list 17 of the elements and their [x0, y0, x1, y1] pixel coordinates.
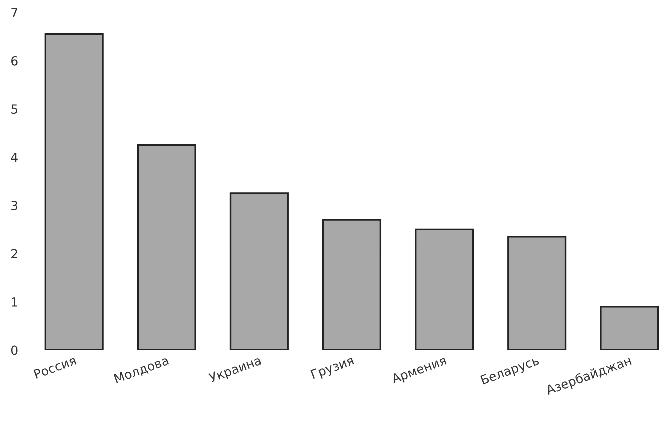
y-tick-label: 3 [12, 201, 18, 210]
bar [415, 228, 474, 350]
y-tick-label: 0 [11, 346, 18, 356]
x-tick-label: Грузия [310, 356, 356, 382]
y-tick-label: 6 [12, 56, 18, 66]
bar [230, 192, 289, 350]
y-tick-label: 1 [12, 298, 18, 307]
y-tick-label: 7 [12, 8, 18, 18]
bar [322, 219, 382, 350]
y-tick-label: 5 [12, 104, 18, 114]
bar [600, 306, 660, 350]
bar [508, 236, 567, 350]
bar [44, 34, 104, 350]
y-tick-label: 4 [11, 152, 18, 162]
y-tick-label: 2 [12, 249, 18, 259]
x-tick-label: Россия [34, 356, 77, 380]
bar [137, 144, 196, 350]
